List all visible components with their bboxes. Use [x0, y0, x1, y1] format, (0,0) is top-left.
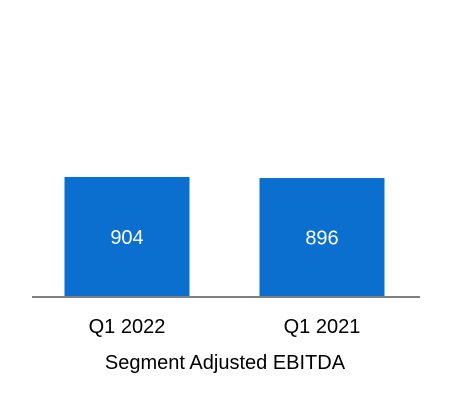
bar-q1-2021: [259, 178, 385, 297]
data-label: 896: [305, 228, 338, 250]
bar-q1-2022: [64, 176, 190, 297]
bars-layer: 904 896: [64, 176, 385, 297]
x-tick-label: Q1 2022: [89, 316, 166, 338]
x-tick-label: Q1 2021: [284, 316, 361, 338]
data-label: 904: [110, 227, 143, 249]
x-tick-labels: Q1 2022 Q1 2021: [89, 316, 361, 338]
x-axis-title: Segment Adjusted EBITDA: [105, 352, 346, 374]
